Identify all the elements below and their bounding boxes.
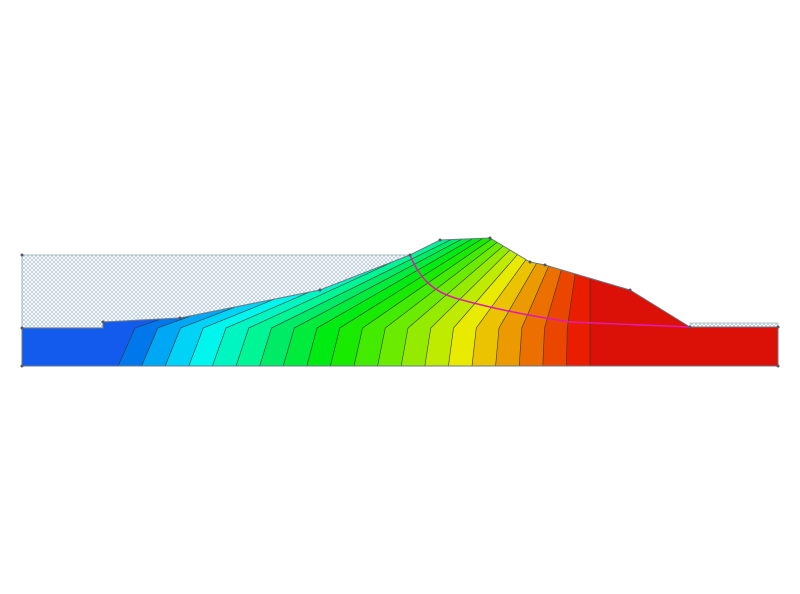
domain-outline <box>21 237 779 367</box>
band <box>306 238 487 366</box>
band <box>401 238 525 366</box>
band <box>141 238 421 366</box>
contour-line <box>259 238 459 366</box>
band <box>236 238 459 366</box>
contour-line <box>471 238 544 366</box>
contour-line <box>235 238 450 366</box>
nodes <box>20 236 780 368</box>
contour-line <box>400 238 515 366</box>
band <box>165 238 431 366</box>
band <box>377 238 515 366</box>
band <box>495 238 562 366</box>
contour-line <box>495 238 553 366</box>
band <box>188 238 440 366</box>
band <box>354 238 506 366</box>
contour-line <box>424 238 525 366</box>
contour-line <box>282 238 468 366</box>
downstream-water <box>689 322 779 328</box>
phreatic-line <box>409 254 691 328</box>
contour-line <box>518 238 563 366</box>
contour-line <box>306 238 478 366</box>
contour-line <box>353 238 497 366</box>
band <box>259 238 468 366</box>
band <box>212 238 449 366</box>
band <box>283 238 478 366</box>
band <box>424 238 534 366</box>
contour-line <box>330 238 487 366</box>
band <box>590 238 778 366</box>
contour-line <box>377 238 506 366</box>
contour-line <box>448 238 534 366</box>
band <box>330 238 496 366</box>
band <box>472 238 553 366</box>
